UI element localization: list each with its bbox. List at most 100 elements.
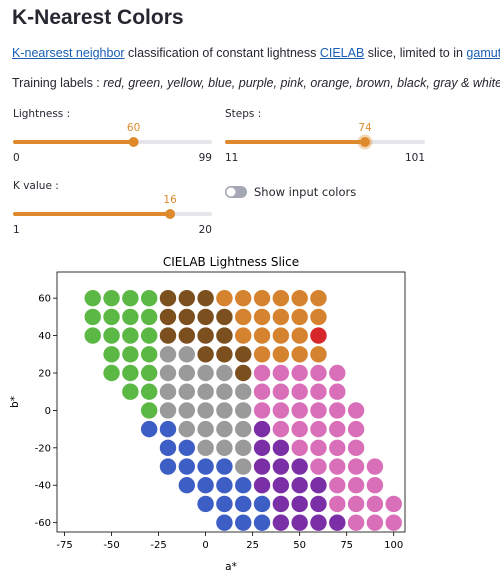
point <box>291 514 308 531</box>
point <box>253 514 271 531</box>
point <box>291 477 308 494</box>
point <box>253 439 271 457</box>
point <box>310 477 327 494</box>
point <box>253 364 271 382</box>
y-tick-label: -20 <box>35 443 51 454</box>
point <box>159 364 177 382</box>
point <box>329 458 346 475</box>
point <box>347 420 365 438</box>
text: slice, limited to in <box>364 46 467 60</box>
point <box>366 514 384 531</box>
y-axis-label: b* <box>9 396 21 408</box>
point <box>291 327 308 344</box>
point <box>216 383 233 400</box>
slider-min: 11 <box>225 152 238 164</box>
point <box>140 402 158 419</box>
slider-label: Lightness : <box>13 108 70 120</box>
point <box>291 383 308 400</box>
slider-value: 16 <box>163 194 177 206</box>
point <box>216 420 233 438</box>
point <box>310 364 327 382</box>
point <box>272 420 290 438</box>
x-axis-label: a* <box>225 561 237 573</box>
link[interactable]: K-nearsest neighbor <box>12 46 125 60</box>
point <box>103 327 120 344</box>
point <box>84 327 101 344</box>
point <box>178 383 195 400</box>
point <box>178 458 195 475</box>
link[interactable]: gamut <box>466 46 500 60</box>
point <box>84 308 101 326</box>
point <box>385 514 402 531</box>
text: Training labels : <box>12 76 104 90</box>
y-tick-label: 20 <box>38 369 51 380</box>
y-tick-label: 0 <box>45 406 51 417</box>
plot-frame <box>56 271 406 533</box>
slider-fill <box>13 140 134 144</box>
slider-thumb[interactable] <box>165 209 176 219</box>
point <box>216 327 233 344</box>
point <box>272 383 290 400</box>
point <box>216 289 233 307</box>
point <box>291 364 308 382</box>
point <box>197 364 214 382</box>
slider-fill <box>225 140 365 144</box>
point <box>216 402 233 419</box>
point <box>122 383 139 400</box>
point <box>159 289 177 307</box>
point <box>140 383 158 400</box>
point <box>253 327 271 344</box>
point <box>103 364 120 382</box>
point <box>216 364 233 382</box>
point <box>310 346 327 363</box>
point <box>122 346 139 363</box>
point <box>291 458 308 475</box>
point <box>385 495 402 513</box>
point <box>197 495 214 513</box>
point <box>291 420 308 438</box>
point <box>159 439 177 457</box>
slider-thumb[interactable] <box>360 137 370 147</box>
x-tick-label: 50 <box>293 540 306 551</box>
point <box>159 327 177 344</box>
slider-max: 99 <box>199 152 212 164</box>
point <box>272 364 290 382</box>
point <box>197 289 214 307</box>
point <box>253 477 271 494</box>
point <box>140 308 158 326</box>
point <box>178 364 195 382</box>
point <box>178 308 195 326</box>
point <box>235 514 252 531</box>
labels: red, green, yellow, blue, purple, pink, … <box>103 76 500 90</box>
point <box>159 383 177 400</box>
point <box>216 308 233 326</box>
link[interactable]: CIELAB <box>319 46 365 60</box>
point <box>235 383 252 400</box>
point <box>140 346 158 363</box>
point <box>310 514 327 531</box>
point <box>291 289 308 307</box>
point <box>84 289 101 307</box>
point <box>347 495 365 513</box>
point <box>216 346 233 363</box>
slider-thumb[interactable] <box>128 137 139 147</box>
point <box>140 420 158 438</box>
point <box>103 346 120 363</box>
point <box>291 439 308 457</box>
point <box>235 420 252 438</box>
point <box>235 346 252 363</box>
slider-max: 101 <box>405 152 425 164</box>
point <box>178 477 195 494</box>
point <box>329 402 346 419</box>
point <box>159 402 177 419</box>
point <box>197 308 214 326</box>
point <box>159 308 177 326</box>
point <box>310 439 327 457</box>
page-title: K-Nearest Colors <box>12 6 184 29</box>
point <box>291 308 308 326</box>
point <box>197 383 214 400</box>
point <box>329 364 346 382</box>
x-tick-label: 75 <box>340 540 353 551</box>
point <box>291 495 308 513</box>
